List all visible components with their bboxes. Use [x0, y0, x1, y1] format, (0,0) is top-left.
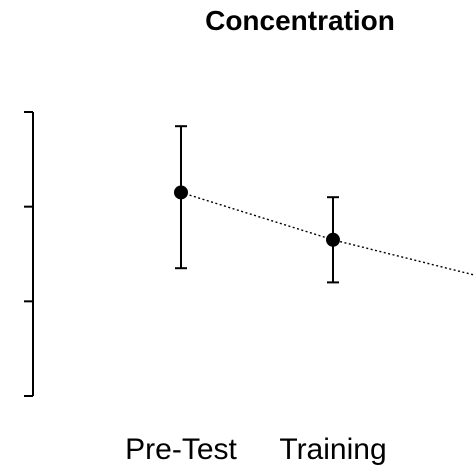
data-point-layer: [174, 185, 340, 247]
x-tick-label: Training: [279, 433, 386, 466]
series-line: [180, 191, 474, 276]
series-line-layer: [180, 191, 474, 276]
axis-layer: [24, 111, 34, 397]
x-tick-label-layer: Pre-TestTrainingE: [125, 433, 386, 466]
x-tick-label: Pre-Test: [125, 433, 237, 466]
data-point: [174, 185, 188, 200]
chart-title: Concentration: [205, 5, 395, 36]
data-point: [326, 232, 340, 247]
error-bar-layer: [175, 125, 339, 284]
